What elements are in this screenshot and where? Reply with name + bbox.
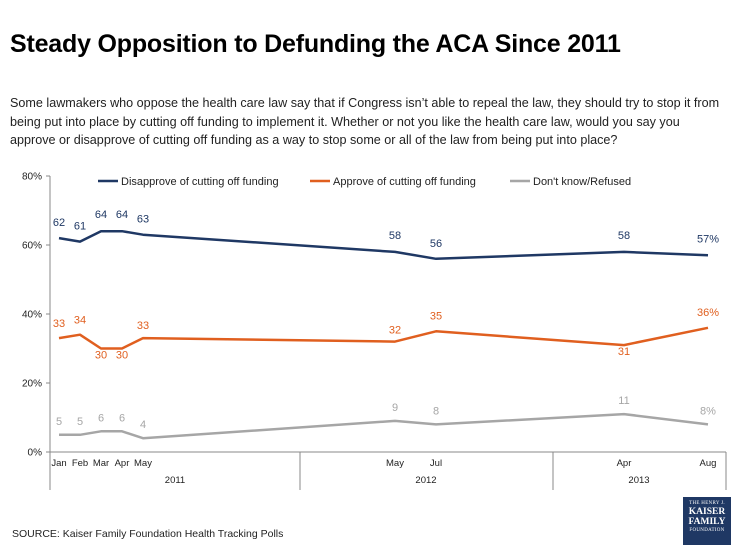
data-label: 30 bbox=[116, 350, 128, 362]
data-label: 30 bbox=[95, 350, 107, 362]
y-tick-label: 40% bbox=[22, 310, 42, 321]
data-label: 8 bbox=[433, 405, 439, 417]
data-label: 63 bbox=[137, 214, 149, 226]
data-label: 33 bbox=[53, 318, 65, 330]
data-label: 62 bbox=[53, 217, 65, 229]
year-label: 2012 bbox=[415, 475, 436, 486]
source-note: SOURCE: Kaiser Family Foundation Health … bbox=[12, 528, 284, 540]
data-label: 64 bbox=[116, 209, 128, 221]
legend-label: Approve of cutting off funding bbox=[333, 176, 476, 188]
x-tick-label: Feb bbox=[72, 458, 88, 469]
data-label: 33 bbox=[137, 320, 149, 332]
data-label: 58 bbox=[618, 230, 630, 242]
y-tick-label: 80% bbox=[22, 172, 42, 183]
data-label: 6 bbox=[119, 412, 125, 424]
data-label: 56 bbox=[430, 238, 442, 250]
data-label: 8% bbox=[700, 405, 716, 417]
data-label: 36% bbox=[697, 307, 719, 319]
x-tick-label: May bbox=[386, 458, 404, 469]
legend-label: Disapprove of cutting off funding bbox=[121, 176, 279, 188]
x-tick-label: Mar bbox=[93, 458, 109, 469]
data-label: 4 bbox=[140, 419, 146, 431]
y-tick-label: 60% bbox=[22, 241, 42, 252]
logo-line-1: THE HENRY J. bbox=[689, 501, 725, 506]
series-line bbox=[58, 229, 709, 261]
x-tick-label: Apr bbox=[617, 458, 632, 469]
data-label: 58 bbox=[389, 230, 401, 242]
x-tick-label: Jan bbox=[51, 458, 66, 469]
series-line bbox=[59, 412, 709, 440]
data-label: 31 bbox=[618, 346, 630, 358]
x-tick-label: Jul bbox=[430, 458, 442, 469]
data-label: 32 bbox=[389, 325, 401, 337]
logo-line-2: KAISER bbox=[688, 507, 726, 517]
year-label: 2011 bbox=[165, 475, 185, 486]
data-label: 34 bbox=[74, 315, 86, 327]
logo-line-3: FAMILY bbox=[688, 517, 726, 527]
data-label: 5 bbox=[77, 416, 83, 428]
y-tick-label: 0% bbox=[28, 448, 43, 459]
data-label: 9 bbox=[392, 402, 398, 414]
data-label: 6 bbox=[98, 412, 104, 424]
data-label: 64 bbox=[95, 209, 107, 221]
kff-logo: THE HENRY J. KAISER FAMILY FOUNDATION bbox=[683, 497, 731, 545]
data-label: 5 bbox=[56, 416, 62, 428]
data-label: 11 bbox=[618, 395, 629, 407]
x-tick-label: May bbox=[134, 458, 152, 469]
x-tick-label: Apr bbox=[115, 458, 130, 469]
chart-title: Steady Opposition to Defunding the ACA S… bbox=[10, 30, 621, 58]
series-line bbox=[58, 326, 709, 350]
survey-question: Some lawmakers who oppose the health car… bbox=[10, 96, 720, 147]
data-label: 61 bbox=[74, 221, 86, 233]
logo-line-4: FOUNDATION bbox=[689, 528, 725, 533]
legend-label: Don't know/Refused bbox=[533, 176, 631, 188]
year-label: 2013 bbox=[628, 475, 649, 486]
y-tick-label: 20% bbox=[22, 379, 42, 390]
data-label: 35 bbox=[430, 310, 442, 322]
data-label: 57% bbox=[697, 233, 719, 245]
x-tick-label: Aug bbox=[700, 458, 717, 469]
